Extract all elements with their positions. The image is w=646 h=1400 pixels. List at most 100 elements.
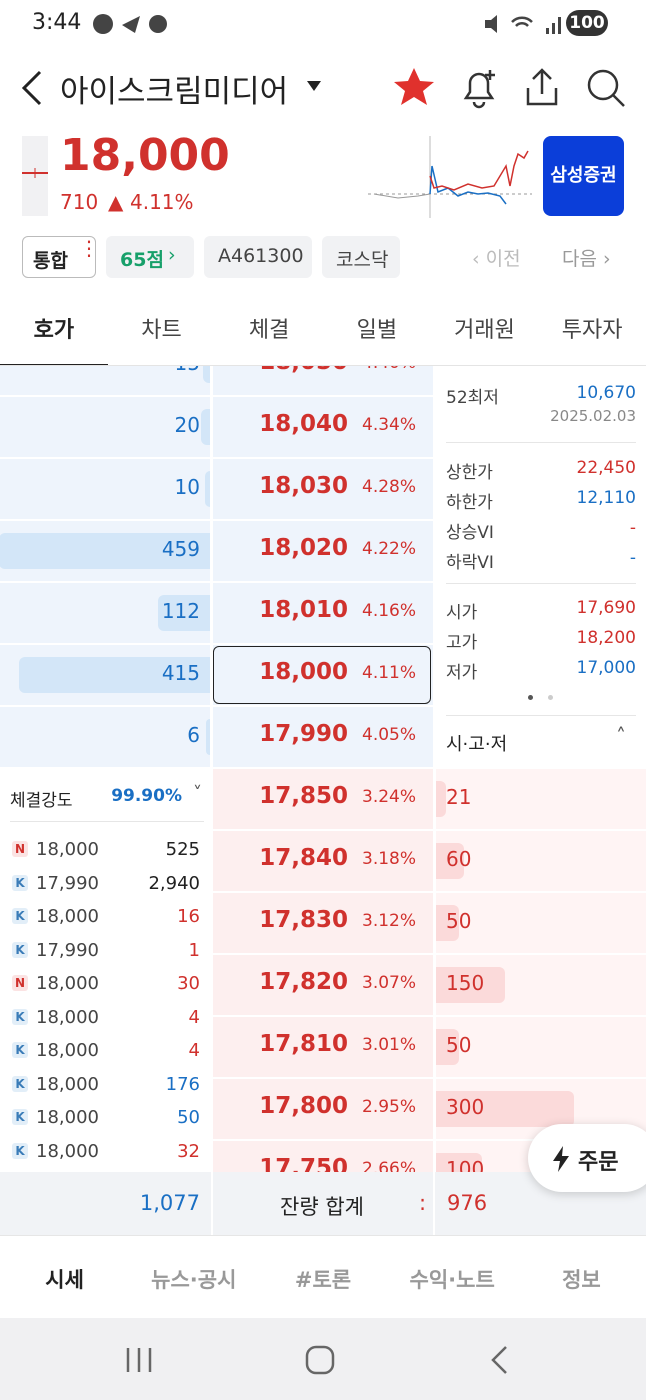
percent: 3.07% [362,973,417,993]
back-button[interactable] [18,68,46,108]
tag[interactable]: 통합 ⋮ [22,236,99,278]
price-cell [213,893,433,953]
current-price-box [213,646,431,704]
volume-bar [436,1029,459,1065]
share-button[interactable] [522,66,562,110]
column-gap [434,366,435,1172]
tab[interactable]: 차트 [141,318,182,343]
percent: 2.95% [362,1097,417,1117]
volume: 10 [174,475,200,499]
tab[interactable]: 일별 [356,318,398,343]
nav-item[interactable]: #토론 [294,1268,352,1292]
prev-button[interactable]: ‹ 이전 [472,244,521,271]
tag-arrow: › [168,244,176,266]
alert-bell[interactable] [458,66,500,110]
price: 17,750 [259,1155,348,1172]
trade-badge: K [12,1042,28,1058]
next-button[interactable]: 다음 › [562,244,611,271]
info-label: 상한가 [446,463,493,483]
battery: 100 [566,10,608,36]
stock-title[interactable]: 아이스크림미디어 [60,74,289,110]
volume-cell [436,831,646,891]
trade-badge: N [12,841,28,857]
tab[interactable]: 체결 [248,318,290,343]
trade-qty: 1 [188,939,200,961]
nav-item[interactable]: 시세 [45,1268,84,1292]
price-cell [213,645,433,705]
percent: 3.01% [362,1035,417,1055]
bolt-icon [553,1146,569,1172]
percent: 3.12% [362,911,417,931]
trade-badge: K [12,1142,28,1159]
tag[interactable]: A461300 [204,236,312,278]
column-gap [210,366,211,1172]
system-nav [0,1318,646,1400]
nav-item[interactable]: 수익·노트 [409,1268,495,1292]
nav-item[interactable]: 뉴스·공시 [151,1268,237,1292]
trades-panel: 체결강도 99.90% ˅ N 18,000 525 K 17,990 2,940 K 18,000… [0,769,210,1172]
info-divider [446,583,636,584]
volume: 459 [161,537,200,561]
volume-cell [436,893,646,953]
price-cell [213,831,433,891]
strength-label: 체결강도 [10,791,73,811]
tab-divider [0,365,646,366]
volume-bar [205,471,210,507]
page-dot [528,695,533,700]
percent: 3.18% [362,849,417,869]
strength-toggle[interactable]: ˅ [193,783,202,804]
back-nav-button[interactable] [488,1344,512,1376]
change-up-arrow: ▲ [108,190,124,214]
next-arrow: › [596,248,611,270]
home-button[interactable] [304,1344,336,1376]
trade-qty: 32 [177,1140,200,1162]
info-divider [446,442,636,443]
candle-icon [22,136,48,216]
percent: 3.24% [362,787,417,807]
collapse-icon[interactable]: ˄ [616,724,626,748]
recents-button[interactable] [124,1346,156,1374]
nav-item[interactable]: 정보 [562,1268,601,1292]
tab[interactable]: 투자자 [561,318,623,343]
page-dot [548,695,553,700]
percent: 4.34% [362,415,417,435]
mini-chart [368,136,532,218]
favorite-star[interactable] [392,66,436,110]
trade-qty: 4 [188,1006,200,1028]
section-title: 시·고·저 [446,734,508,755]
price-cell [213,521,433,581]
order-button[interactable]: 주문 [528,1124,646,1192]
next-label: 다음 [562,248,597,270]
price: 18,000 [259,659,348,685]
volume-cell [436,1017,646,1077]
percent: 4.40% [362,366,416,373]
tab[interactable]: 호가 [33,318,75,343]
current-price: 18,000 [60,130,230,181]
volume-bar [436,905,459,941]
info-date: 2025.02.03 [550,407,636,425]
broker-button[interactable]: 삼성증권 [543,136,624,216]
trade-price: 18,000 [36,1107,99,1128]
search-button[interactable] [584,66,628,110]
price: 17,800 [259,1093,348,1119]
trade-price: 18,000 [36,906,99,927]
info-label: 하락VI [446,553,494,573]
tag[interactable]: 65점 › [106,236,194,278]
price: 18,020 [259,535,348,561]
price-cell [213,366,433,395]
percent: 4.22% [362,539,417,559]
column-gap [433,366,434,1172]
info-value: 22,450 [576,458,636,478]
prev-label: 이전 [485,248,521,270]
divider [433,1172,435,1235]
trade-qty: 30 [177,973,200,994]
info-value: 10,670 [576,383,636,403]
order-book: 15 18,050 4.40% 20 18,040 4.34% 10 18,030 4.28% 4… [0,366,646,1172]
tag[interactable]: 코스닥 [322,236,400,278]
volume: 21 [446,785,472,809]
price-cell [213,1141,433,1172]
dropdown-arrow[interactable] [306,80,322,92]
tab[interactable]: 거래원 [454,318,515,343]
trade-badge: K [12,874,28,891]
